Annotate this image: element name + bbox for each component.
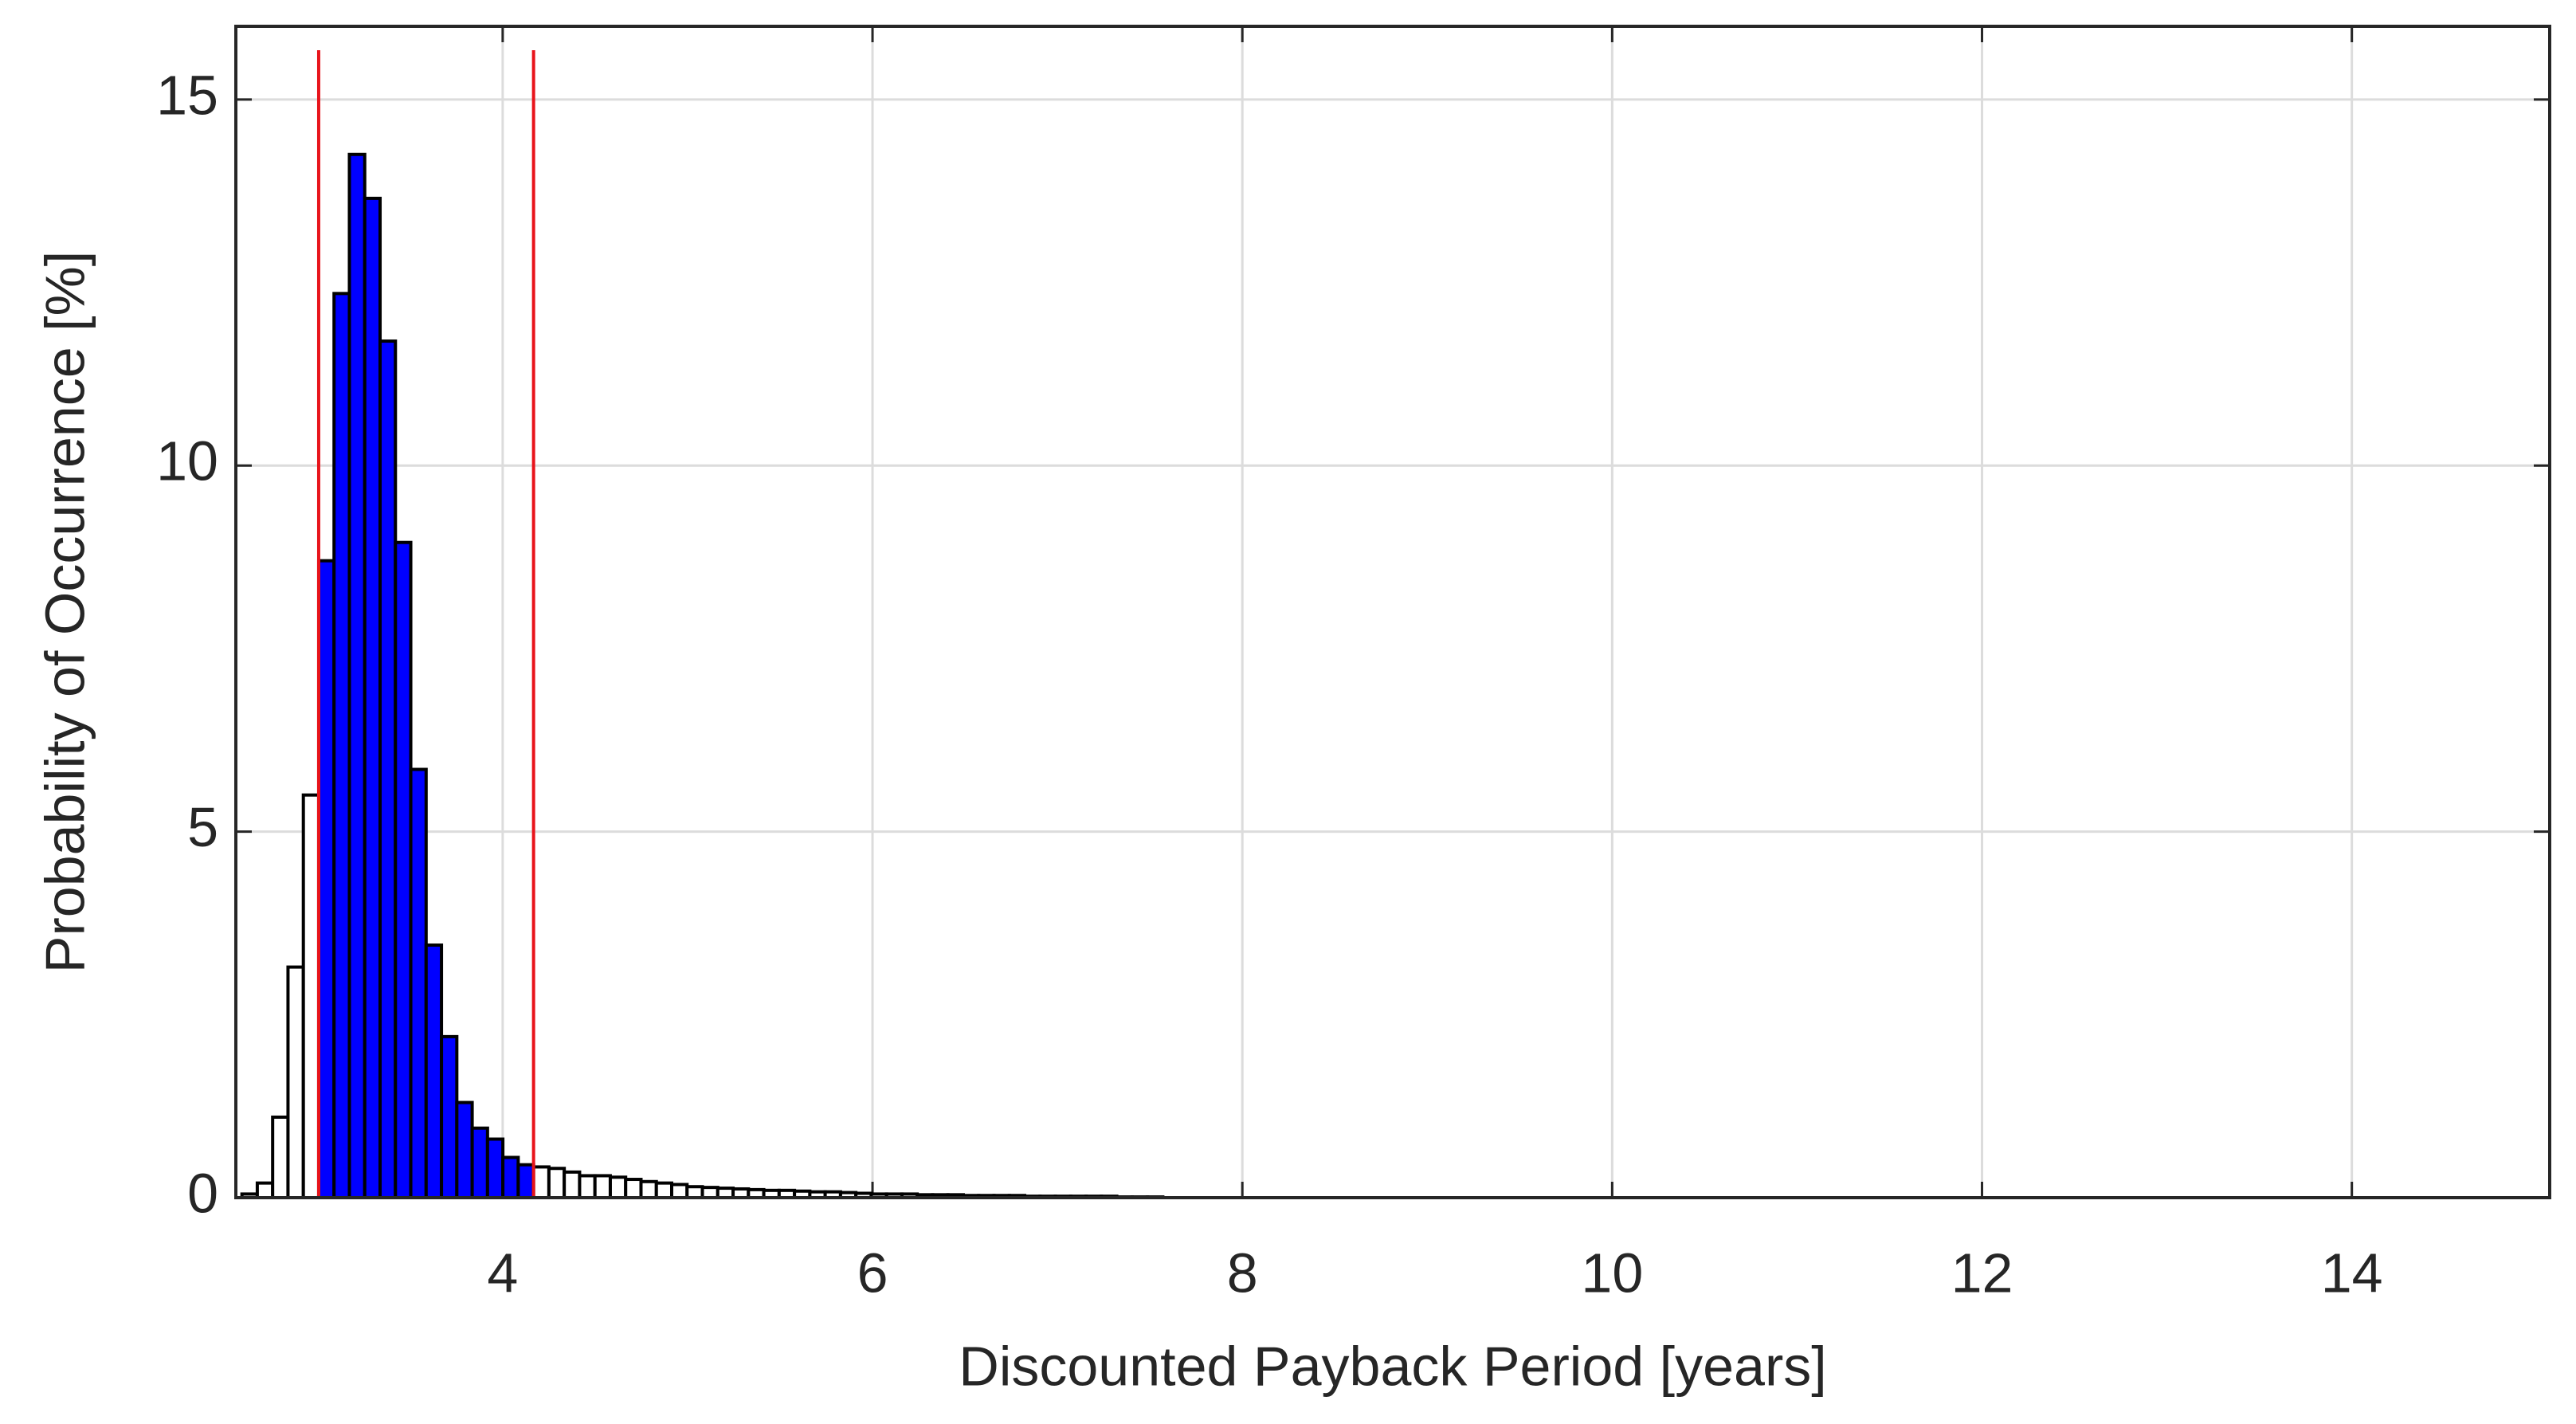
x-tick-label: 6 xyxy=(857,1242,888,1304)
bar xyxy=(654,1181,674,1199)
bar xyxy=(316,559,336,1199)
bar xyxy=(470,1126,489,1199)
bar xyxy=(424,943,444,1199)
bar xyxy=(301,793,320,1199)
bar xyxy=(547,1167,567,1199)
x-axis-label: Discounted Payback Period [years] xyxy=(959,1335,1826,1397)
bar xyxy=(440,1034,459,1199)
bar xyxy=(501,1155,520,1199)
y-tick-label: 5 xyxy=(187,796,218,858)
plot-frame xyxy=(234,25,2551,1199)
bar xyxy=(394,540,413,1199)
bar xyxy=(409,767,428,1199)
bar xyxy=(347,152,367,1199)
bar xyxy=(286,965,305,1199)
bar xyxy=(378,339,398,1199)
bar xyxy=(255,1181,275,1199)
bar xyxy=(670,1183,689,1200)
bar xyxy=(271,1115,290,1199)
x-tick-label: 8 xyxy=(1227,1242,1258,1304)
y-axis-label: Probability of Occurrence [%] xyxy=(33,251,96,973)
bar xyxy=(639,1179,658,1199)
x-tick-label: 14 xyxy=(2321,1242,2383,1304)
bar xyxy=(485,1137,505,1199)
bar xyxy=(608,1175,628,1200)
bar xyxy=(531,1165,551,1199)
bar xyxy=(332,292,351,1199)
bar xyxy=(578,1174,597,1199)
bar xyxy=(516,1163,535,1199)
x-tick-label: 4 xyxy=(487,1242,518,1304)
y-tick-label: 15 xyxy=(156,64,218,126)
bar xyxy=(624,1178,643,1199)
y-tick-label: 10 xyxy=(156,430,218,492)
bar xyxy=(685,1185,704,1199)
bar xyxy=(363,196,382,1199)
bar xyxy=(455,1100,474,1199)
y-tick-label: 0 xyxy=(187,1162,218,1224)
x-tick-label: 12 xyxy=(1951,1242,2013,1304)
bar xyxy=(563,1170,582,1199)
bar xyxy=(593,1174,612,1199)
x-tick-label: 10 xyxy=(1581,1242,1643,1304)
